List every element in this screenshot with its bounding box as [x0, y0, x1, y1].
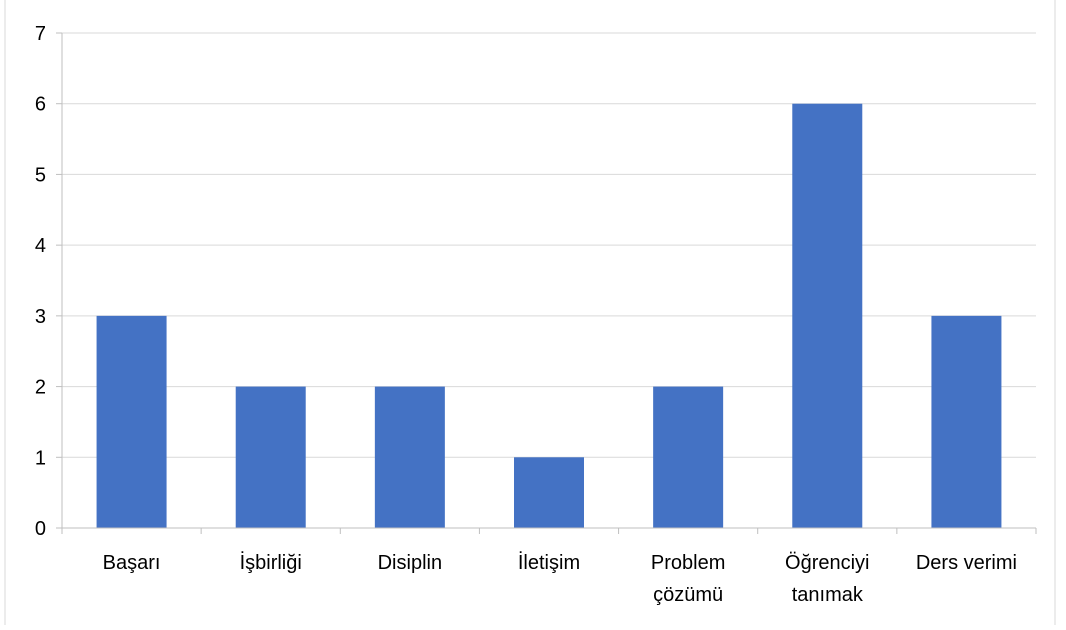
- y-axis-ticks: 0 1 2 3 4 5 6 7: [35, 23, 62, 540]
- y-tick-label: 1: [35, 447, 46, 469]
- bar-series: [96, 103, 1002, 528]
- y-tick-label: 0: [35, 518, 46, 540]
- x-tick-label: Problem çözümü: [651, 552, 725, 606]
- x-tick-label: Ders verimi: [916, 552, 1017, 574]
- y-tick-label: 6: [35, 94, 46, 116]
- x-tick-label: Başarı: [103, 552, 161, 574]
- y-tick-label: 7: [35, 23, 46, 45]
- chart-border: [4, 0, 1056, 625]
- x-tick-label: Disiplin: [378, 552, 442, 574]
- bar: [235, 386, 306, 528]
- axes: [61, 33, 1037, 534]
- y-tick-label: 2: [35, 377, 46, 399]
- gridlines: [62, 32, 1036, 458]
- bar: [792, 103, 863, 528]
- y-tick-label: 4: [35, 235, 46, 257]
- x-tick-label: İletişim: [518, 551, 580, 574]
- bar: [514, 457, 584, 528]
- x-tick-label: Öğrenciyi tanımak: [785, 552, 869, 606]
- y-tick-label: 5: [35, 164, 46, 186]
- bar: [96, 315, 167, 528]
- y-tick-label: 3: [35, 306, 46, 328]
- x-axis-labels: Başarı İşbirliği Disiplin İletişim Problem çö…: [103, 551, 1017, 606]
- bar: [374, 386, 445, 528]
- bar: [653, 386, 724, 528]
- x-tick-label: İşbirliği: [240, 551, 302, 574]
- bar: [931, 315, 1002, 528]
